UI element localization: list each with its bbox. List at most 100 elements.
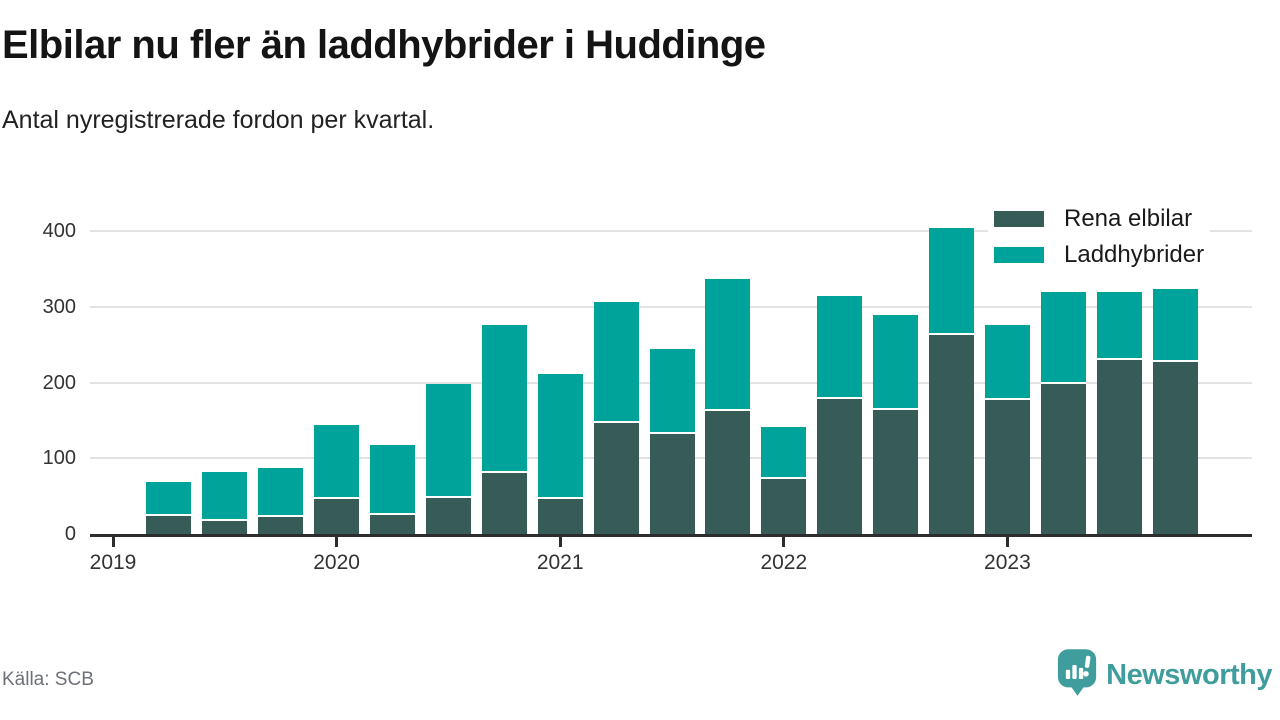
x-axis-tick xyxy=(335,537,339,547)
bar-segment-rena-elbilar xyxy=(537,498,583,536)
bar-segment-rena-elbilar xyxy=(202,520,248,536)
bar-2020-k1 xyxy=(314,424,360,536)
legend-label: Laddhybrider xyxy=(1064,240,1205,268)
bar-segment-divider xyxy=(984,397,1030,400)
bar-segment-rena-elbilar xyxy=(1096,360,1142,536)
chart-title: Elbilar nu fler än laddhybrider i Huddin… xyxy=(2,23,766,67)
x-axis-tick-label: 2023 xyxy=(984,551,1031,574)
bar-segment-rena-elbilar xyxy=(593,423,639,536)
x-axis-tick xyxy=(558,537,562,547)
bar-segment-divider xyxy=(202,518,248,521)
bar-segment-divider xyxy=(146,514,192,517)
bar-segment-laddhybrider xyxy=(984,324,1030,398)
bar-2019-k4 xyxy=(258,468,304,536)
bar-segment-laddhybrider xyxy=(146,481,192,515)
legend: Rena elbilar Laddhybrider xyxy=(988,201,1211,274)
bar-segment-divider xyxy=(593,421,639,424)
bar-segment-rena-elbilar xyxy=(817,398,863,536)
bar-segment-rena-elbilar xyxy=(258,517,304,536)
bar-segment-rena-elbilar xyxy=(370,514,415,536)
bar-segment-laddhybrider xyxy=(537,374,583,497)
x-axis-tick-label: 2022 xyxy=(760,551,808,574)
bar-segment-laddhybrider xyxy=(649,349,695,432)
bar-2019-k2 xyxy=(146,481,192,536)
bar-segment-laddhybrider xyxy=(761,427,807,478)
legend-swatch-rena-elbilar xyxy=(994,210,1044,227)
bar-segment-rena-elbilar xyxy=(705,411,751,536)
bar-segment-laddhybrider xyxy=(1152,289,1198,360)
bar-segment-divider xyxy=(873,408,919,411)
bar-2023-k4 xyxy=(1152,289,1198,536)
bar-2020-k2 xyxy=(370,444,415,536)
bar-2021-k2 xyxy=(593,302,639,536)
bar-segment-divider xyxy=(929,333,974,336)
bar-segment-rena-elbilar xyxy=(425,498,471,536)
bar-2020-k4 xyxy=(481,324,527,536)
bar-segment-rena-elbilar xyxy=(873,410,919,536)
bar-2022-k3 xyxy=(873,315,919,536)
bar-2021-k4 xyxy=(705,278,751,536)
x-axis-line xyxy=(90,534,1252,537)
gridline-y300 xyxy=(90,305,1252,308)
bar-segment-divider xyxy=(649,431,695,434)
bar-segment-divider xyxy=(1040,381,1086,384)
brand-name: Newsworthy xyxy=(1106,658,1272,691)
x-axis-tick-label: 2021 xyxy=(536,551,584,574)
bar-segment-laddhybrider xyxy=(425,384,471,497)
legend-swatch-laddhybrider xyxy=(994,246,1044,263)
bar-segment-laddhybrider xyxy=(202,471,248,519)
bar-2022-k2 xyxy=(817,296,863,536)
y-axis-tick-label: 300 xyxy=(42,295,76,318)
bar-segment-divider xyxy=(705,409,751,412)
bar-segment-rena-elbilar xyxy=(146,516,192,536)
bar-2022-k4 xyxy=(929,227,974,536)
bar-segment-rena-elbilar xyxy=(984,399,1030,536)
bar-segment-divider xyxy=(1152,359,1198,362)
bar-segment-laddhybrider xyxy=(258,468,304,516)
bar-2023-k2 xyxy=(1040,291,1086,536)
bar-segment-laddhybrider xyxy=(370,444,415,513)
bar-segment-divider xyxy=(817,396,863,399)
bar-segment-divider xyxy=(370,512,415,515)
bar-segment-rena-elbilar xyxy=(929,335,974,536)
bar-segment-rena-elbilar xyxy=(761,479,807,536)
legend-item-rena-elbilar: Rena elbilar xyxy=(994,205,1204,232)
bar-2020-k3 xyxy=(425,384,471,536)
bar-segment-laddhybrider xyxy=(593,302,639,422)
x-axis-tick xyxy=(111,537,115,547)
bar-segment-laddhybrider xyxy=(314,424,360,497)
bar-2023-k3 xyxy=(1096,291,1142,536)
legend-label: Rena elbilar xyxy=(1064,204,1193,232)
x-axis-tick xyxy=(782,537,786,547)
bar-segment-rena-elbilar xyxy=(481,473,527,536)
newsworthy-logo-icon xyxy=(1057,648,1098,702)
bar-segment-laddhybrider xyxy=(817,296,863,397)
bar-2022-k1 xyxy=(761,427,807,536)
bar-segment-laddhybrider xyxy=(481,324,527,472)
source-note: Källa: SCB xyxy=(2,669,94,690)
legend-item-laddhybrider: Laddhybrider xyxy=(994,241,1204,268)
gridline-y400 xyxy=(90,230,1252,232)
bar-segment-laddhybrider xyxy=(1096,291,1142,359)
bar-segment-laddhybrider xyxy=(705,278,751,410)
newsworthy-brand: Newsworthy xyxy=(1057,648,1272,702)
bar-segment-rena-elbilar xyxy=(314,498,360,536)
bar-segment-rena-elbilar xyxy=(1040,383,1086,536)
y-axis-tick-label: 200 xyxy=(42,371,76,394)
x-axis-tick xyxy=(1005,537,1009,547)
bar-segment-divider xyxy=(425,496,471,499)
y-axis-tick-label: 400 xyxy=(42,220,76,242)
y-axis-tick-label: 100 xyxy=(42,447,76,470)
bar-segment-laddhybrider xyxy=(1040,291,1086,382)
bar-segment-divider xyxy=(761,477,807,480)
bar-segment-divider xyxy=(481,471,527,474)
bar-segment-divider xyxy=(1096,358,1142,361)
bar-2019-k3 xyxy=(202,471,248,536)
bar-2021-k1 xyxy=(537,374,583,536)
bar-segment-rena-elbilar xyxy=(649,433,695,536)
bar-2023-k1 xyxy=(984,324,1030,536)
x-axis-tick-label: 2019 xyxy=(89,551,137,574)
bar-segment-divider xyxy=(314,496,360,499)
